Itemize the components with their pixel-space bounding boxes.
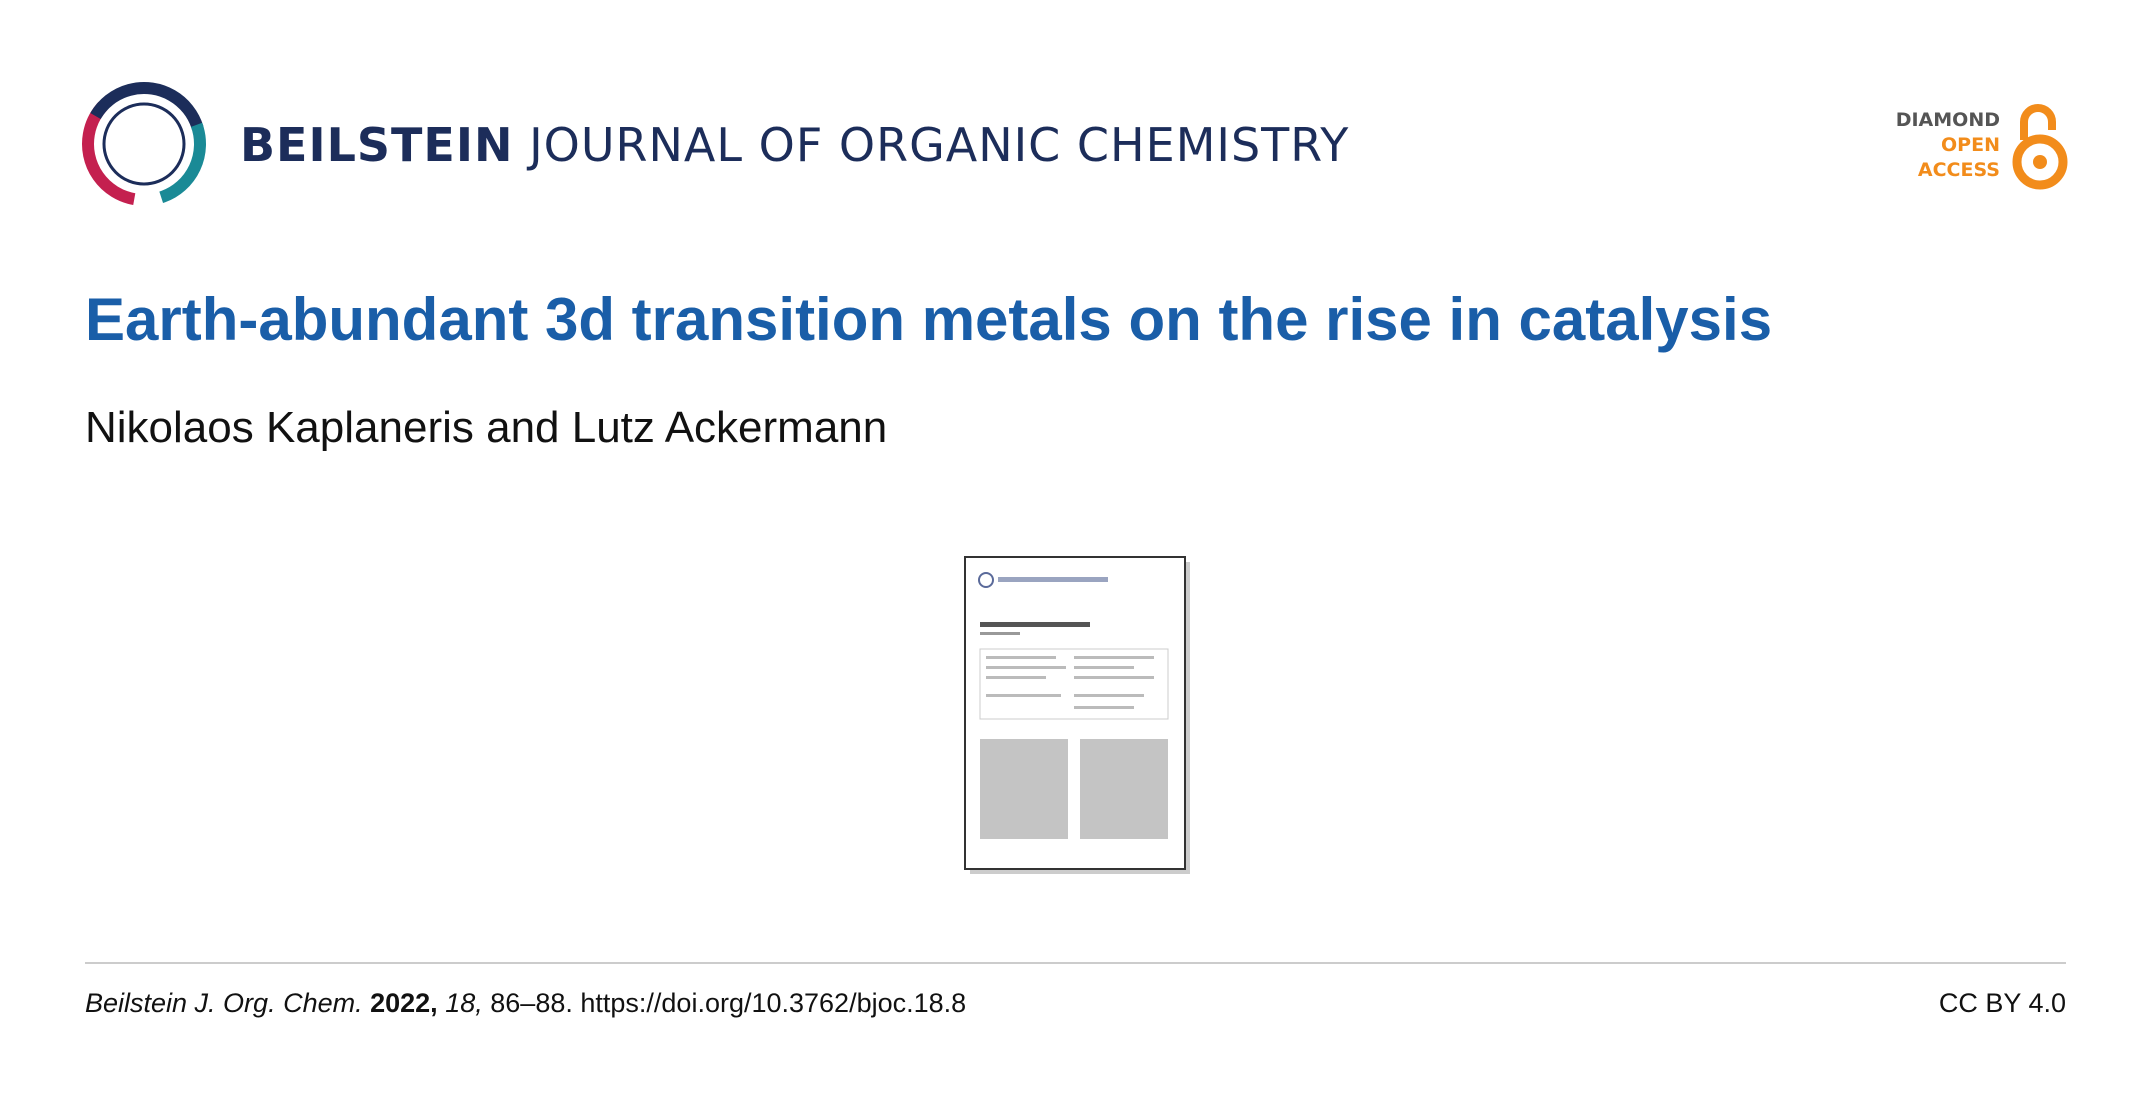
journal-name: BEILSTEIN JOURNAL OF ORGANIC CHEMISTRY (240, 118, 1349, 172)
citation-year: 2022, (370, 988, 438, 1018)
article-authors: Nikolaos Kaplaneris and Lutz Ackermann (85, 403, 888, 452)
badge-line: ACCESS (1917, 159, 2000, 181)
journal-logo (82, 82, 206, 206)
journal-subtitle: JOURNAL OF ORGANIC CHEMISTRY (529, 118, 1350, 172)
journal-brand: BEILSTEIN (240, 118, 514, 172)
license: CC BY 4.0 (1938, 988, 2066, 1018)
citation-journal: Beilstein J. Org. Chem. (85, 988, 363, 1018)
article-thumbnail[interactable] (962, 554, 1194, 878)
access-badge: DIAMOND OPEN ACCESS (1896, 108, 2000, 183)
citation-volume: 18, (445, 988, 483, 1018)
footer-rule (85, 962, 2066, 964)
article-title: Earth-abundant 3d transition metals on t… (85, 286, 1773, 353)
badge-line: OPEN (1941, 134, 2000, 156)
citation: Beilstein J. Org. Chem. 2022, 18, 86–88.… (85, 988, 966, 1019)
citation-doi[interactable]: https://doi.org/10.3762/bjoc.18.8 (580, 988, 967, 1018)
open-access-icon (2012, 104, 2068, 190)
citation-pages: 86–88. (490, 988, 573, 1018)
badge-line: DIAMOND (1895, 109, 2000, 131)
